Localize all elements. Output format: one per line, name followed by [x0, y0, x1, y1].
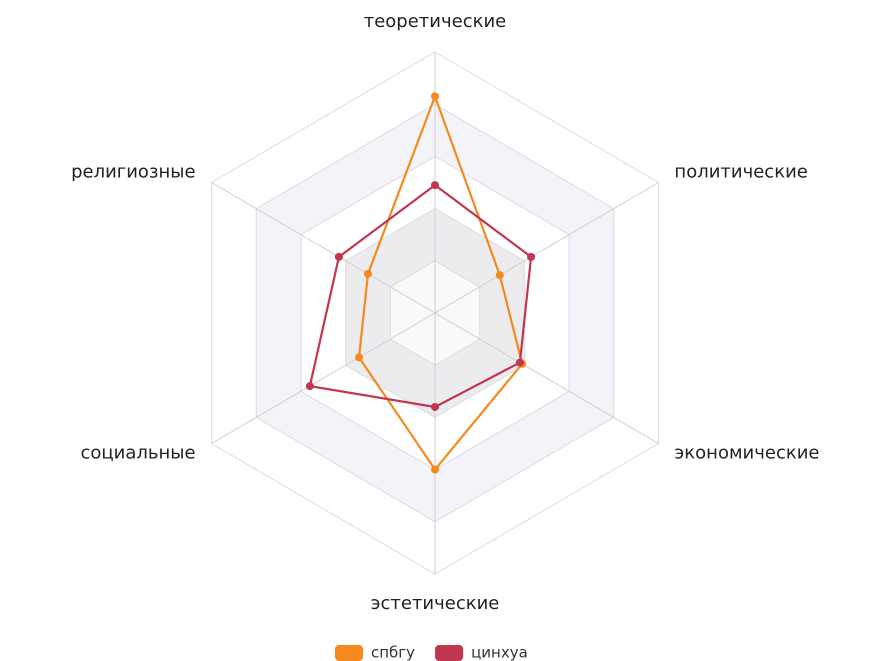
- legend-label: спбгу: [371, 644, 415, 661]
- radar-point: [363, 269, 372, 278]
- indicator-label: теоретические: [364, 11, 507, 32]
- axis-line: [211, 312, 436, 444]
- radar-point: [515, 358, 524, 367]
- indicator-label: эстетические: [371, 593, 500, 614]
- legend-label: цинхуа: [471, 644, 528, 661]
- radar-point: [431, 465, 439, 474]
- radar-point: [305, 382, 314, 391]
- radar-point: [431, 92, 439, 101]
- indicator-label: религиозные: [71, 162, 196, 183]
- legend-swatch: [435, 645, 464, 661]
- radar-point: [431, 181, 439, 190]
- radar-point: [334, 252, 343, 261]
- radar-point: [355, 353, 364, 362]
- radar-point: [527, 252, 536, 261]
- indicator-label: социальные: [81, 443, 196, 464]
- radar-point: [495, 271, 504, 280]
- indicator-label: экономические: [674, 443, 819, 464]
- radar-point: [431, 402, 439, 411]
- indicator-label: политические: [674, 162, 807, 183]
- axis-line: [434, 312, 659, 444]
- legend-swatch: [335, 645, 363, 661]
- axis-line: [434, 182, 659, 314]
- axis-line: [211, 182, 436, 314]
